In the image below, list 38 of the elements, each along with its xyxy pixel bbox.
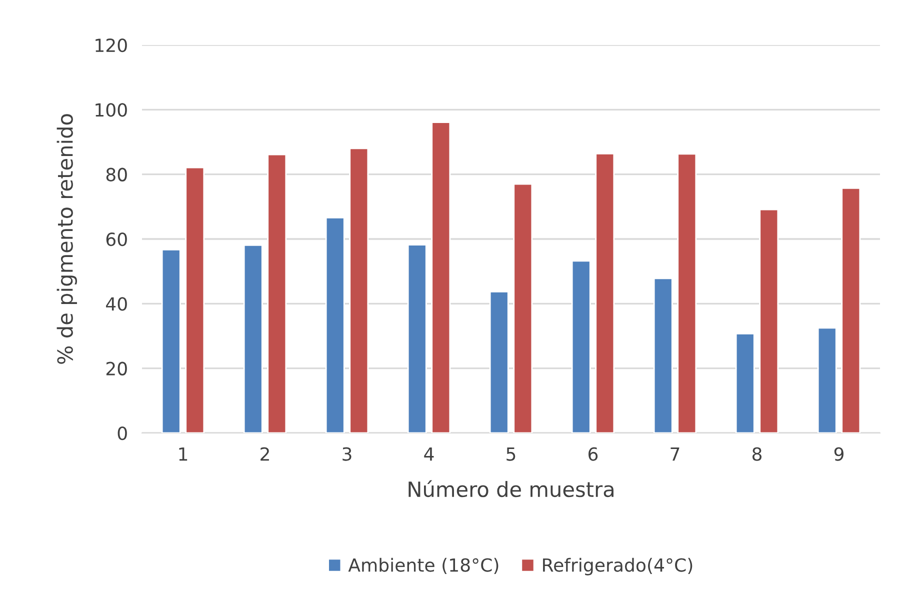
bar xyxy=(595,152,615,433)
legend-label: Refrigerado(4°C) xyxy=(543,558,692,576)
bar xyxy=(185,166,205,433)
bar xyxy=(407,244,427,433)
y-tick-label: 40 xyxy=(106,297,127,311)
bar xyxy=(489,291,509,433)
bar xyxy=(653,278,673,433)
x-tick-label: 1 xyxy=(179,447,188,461)
x-tick-label: 2 xyxy=(260,447,269,461)
bar xyxy=(735,333,755,433)
x-tick-label: 5 xyxy=(506,447,516,461)
x-tick-label: 9 xyxy=(834,447,844,461)
y-tick-label: 120 xyxy=(96,38,127,52)
bar xyxy=(431,122,451,433)
bar xyxy=(817,327,837,433)
bar xyxy=(759,208,779,433)
x-tick-label: 7 xyxy=(670,447,680,461)
bar xyxy=(325,216,345,433)
x-tick-label: 4 xyxy=(424,447,434,461)
y-axis-title: % de pigmento retenido xyxy=(56,114,77,364)
bar xyxy=(349,148,369,433)
bar xyxy=(161,248,181,433)
y-tick-label: 0 xyxy=(118,426,127,440)
y-tick-label: 60 xyxy=(106,232,127,246)
bar xyxy=(267,154,287,433)
x-axis-title: Número de muestra xyxy=(408,480,614,498)
bar xyxy=(571,260,591,433)
y-tick-label: 20 xyxy=(106,362,127,376)
x-tick-label: 3 xyxy=(342,447,352,461)
bar xyxy=(841,188,861,433)
x-tick-label: 8 xyxy=(752,447,762,461)
bar xyxy=(513,183,533,433)
bar xyxy=(243,244,263,433)
bar xyxy=(677,153,697,433)
x-tick-label: 6 xyxy=(588,447,598,461)
legend-label: Ambiente (18°C) xyxy=(348,558,498,574)
y-tick-label: 100 xyxy=(96,103,127,117)
y-tick-label: 80 xyxy=(106,168,127,182)
